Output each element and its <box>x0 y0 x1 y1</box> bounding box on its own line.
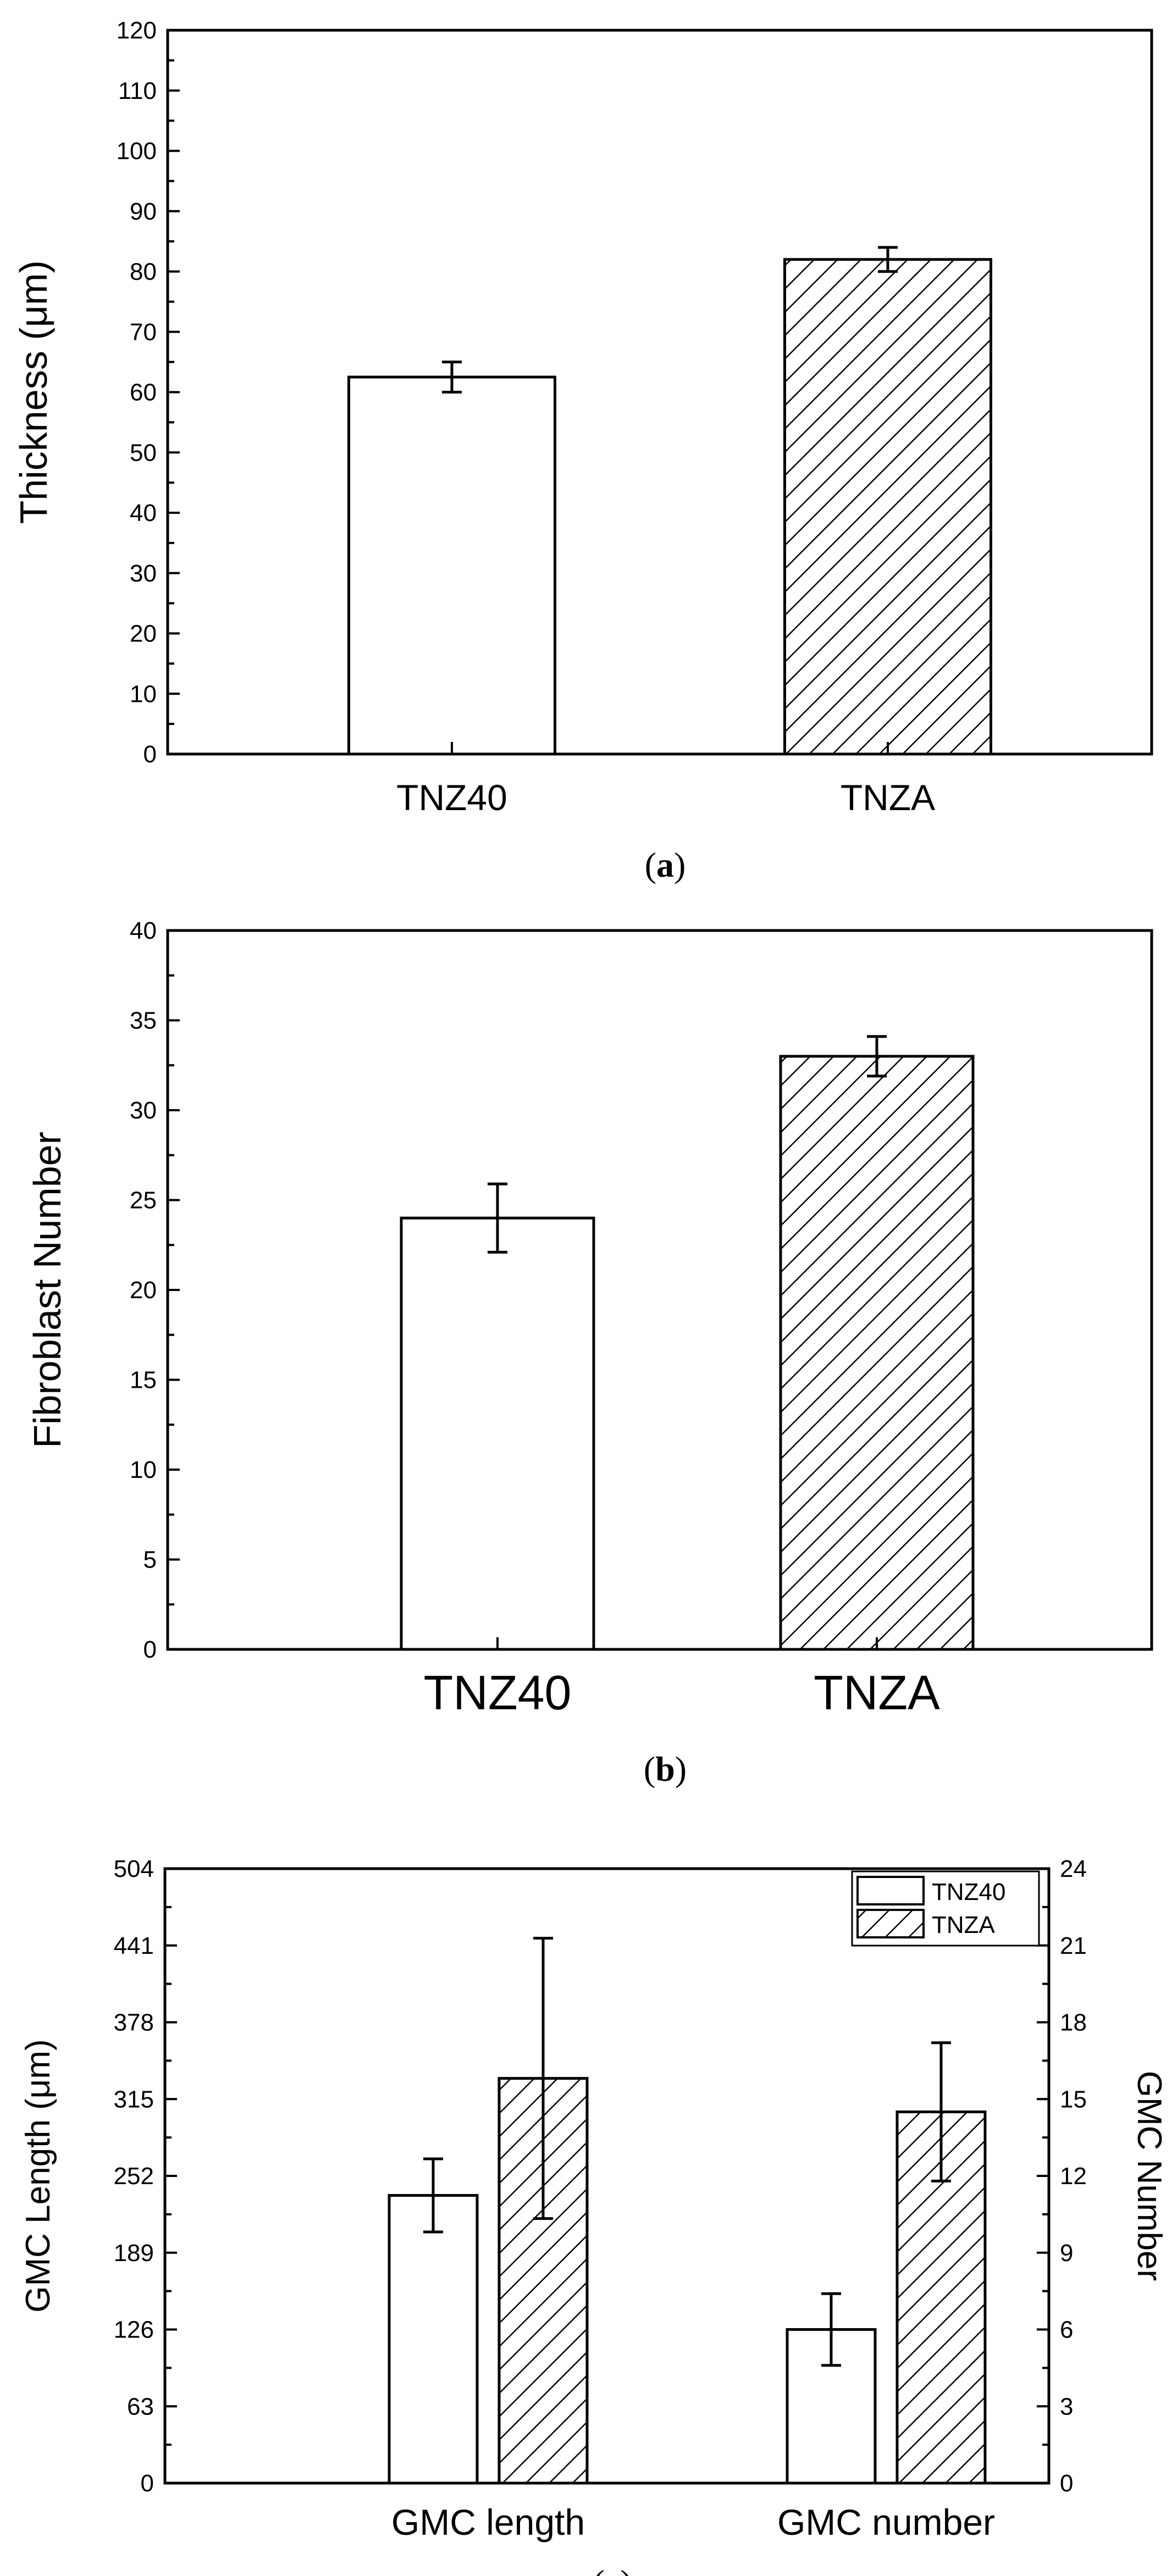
y-tick-label: 189 <box>114 2240 154 2267</box>
caption-letter: a <box>656 845 674 884</box>
y-tick-label: 100 <box>117 138 157 165</box>
y-tick-label: 378 <box>114 2009 154 2036</box>
y2-tick-label: 0 <box>1060 2470 1073 2497</box>
plot-frame <box>166 29 1153 756</box>
y-tick-label: 120 <box>117 17 157 44</box>
x-tick-label: TNZA <box>814 1665 940 1720</box>
y-tick-label: 20 <box>130 1277 157 1304</box>
y-tick-label: 50 <box>130 439 157 466</box>
figure-caption: (a) <box>645 845 686 884</box>
x-tick-label: GMC number <box>777 2502 995 2542</box>
y-tick-label: 63 <box>127 2393 154 2420</box>
y-tick-label: 40 <box>130 917 157 944</box>
y-tick-label: 0 <box>141 2470 154 2497</box>
x-tick-label: GMC length <box>391 2502 585 2542</box>
y-tick-label: 80 <box>130 258 157 285</box>
y-tick-label: 10 <box>130 680 157 707</box>
y-axis-title: Fibroblast Number <box>26 1132 69 1448</box>
bar-tnza[interactable] <box>783 258 992 756</box>
chart-b: 0 5 10 15 20 25 30 35 40 Fibroblast Number TNZ40 TN… <box>26 917 1153 1788</box>
y-tick-label: 15 <box>130 1367 157 1394</box>
bar-tnz40[interactable] <box>347 375 556 756</box>
y2-tick-label: 6 <box>1060 2317 1073 2344</box>
y2-tick-label: 3 <box>1060 2393 1073 2420</box>
bar-tnz40-gmc-length[interactable] <box>388 2193 479 2485</box>
x-tick-label: TNZ40 <box>424 1665 572 1720</box>
y-tick-label: 60 <box>130 379 157 406</box>
chart-a: 0 10 20 30 40 50 60 70 80 90 100 110 120 Thickness (μ… <box>12 17 1153 884</box>
x-tick-label: TNZA <box>841 777 935 818</box>
figure-caption: (b) <box>644 1749 687 1788</box>
y-tick-label: 441 <box>114 1932 154 1959</box>
y-axis-title: Thickness (μm) <box>12 261 55 524</box>
y2-tick-label: 18 <box>1060 2009 1087 2036</box>
y-tick-label: 5 <box>143 1547 157 1574</box>
y-tick-label: 70 <box>130 319 157 346</box>
caption-letter: c <box>605 2563 620 2576</box>
y-tick-label: 30 <box>130 1097 157 1124</box>
y2-tick-label: 21 <box>1060 1932 1087 1959</box>
legend: TNZ40 TNZA <box>851 1870 1040 1947</box>
y2-tick-label: 24 <box>1060 1855 1087 1882</box>
y-tick-label: 252 <box>114 2163 154 2190</box>
y-tick-label: 0 <box>143 741 157 768</box>
y2-tick-label: 9 <box>1060 2240 1073 2267</box>
legend-swatch <box>856 1909 925 1938</box>
caption-letter: b <box>655 1749 675 1788</box>
plot-frame <box>166 929 1153 1651</box>
bar-tnza[interactable] <box>779 1055 975 1651</box>
legend-label: TNZA <box>932 1912 996 1938</box>
y-tick-label: 126 <box>114 2317 154 2344</box>
y-tick-label: 90 <box>130 198 157 225</box>
y-tick-label: 40 <box>130 500 157 527</box>
y-tick-label: 315 <box>114 2086 154 2113</box>
bar-tnz40[interactable] <box>400 1216 595 1651</box>
y2-tick-label: 15 <box>1060 2086 1087 2113</box>
y-tick-label: 0 <box>143 1636 157 1663</box>
x-tick-label: TNZ40 <box>396 777 507 818</box>
y-tick-label: 30 <box>130 560 157 587</box>
y-tick-label: 110 <box>118 77 157 104</box>
y-axis-title: GMC Length (μm) <box>19 2039 57 2312</box>
y-tick-label: 25 <box>130 1187 157 1214</box>
y-tick-label: 35 <box>130 1007 157 1034</box>
y2-axis-title: GMC Number <box>1130 2071 1168 2281</box>
figure-caption: (c) <box>593 2563 632 2576</box>
y-tick-label: 20 <box>130 621 157 647</box>
y-tick-label: 504 <box>114 1855 154 1882</box>
y-tick-label: 10 <box>130 1456 157 1483</box>
y2-tick-label: 12 <box>1060 2163 1087 2190</box>
legend-swatch <box>856 1876 925 1905</box>
legend-label: TNZ40 <box>932 1879 1005 1905</box>
